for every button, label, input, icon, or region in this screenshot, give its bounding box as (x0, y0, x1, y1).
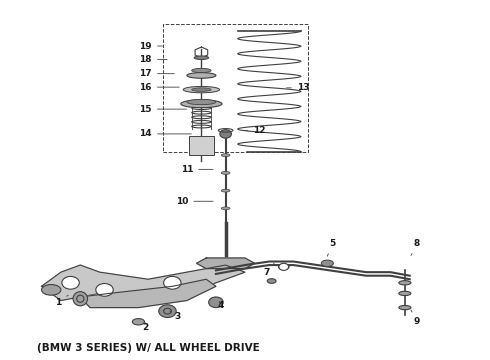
Text: 14: 14 (139, 130, 192, 139)
Ellipse shape (192, 88, 211, 91)
Text: 19: 19 (139, 41, 162, 50)
Polygon shape (80, 279, 216, 307)
Circle shape (164, 276, 181, 289)
Text: (BMW 3 SERIES) W/ ALL WHEEL DRIVE: (BMW 3 SERIES) W/ ALL WHEEL DRIVE (37, 343, 260, 354)
Text: 11: 11 (181, 165, 213, 174)
Text: 8: 8 (411, 239, 420, 256)
Text: 2: 2 (143, 323, 149, 332)
Text: 7: 7 (264, 263, 274, 276)
Text: 10: 10 (176, 197, 213, 206)
Text: 5: 5 (327, 239, 335, 256)
Ellipse shape (221, 189, 230, 192)
Ellipse shape (194, 56, 209, 59)
Circle shape (159, 305, 176, 318)
Text: 4: 4 (218, 301, 224, 310)
Ellipse shape (221, 154, 230, 157)
Ellipse shape (399, 306, 411, 310)
Text: 17: 17 (139, 69, 174, 78)
Ellipse shape (187, 99, 216, 105)
Ellipse shape (132, 319, 145, 325)
Circle shape (220, 130, 231, 138)
Text: 16: 16 (140, 83, 179, 92)
Ellipse shape (278, 264, 289, 270)
Polygon shape (42, 265, 245, 301)
Ellipse shape (192, 68, 211, 73)
Text: 18: 18 (140, 55, 167, 64)
Text: 3: 3 (170, 311, 180, 321)
Polygon shape (196, 258, 255, 269)
Ellipse shape (221, 171, 230, 174)
Ellipse shape (399, 281, 411, 285)
Text: 1: 1 (55, 295, 68, 307)
Ellipse shape (183, 86, 220, 93)
Circle shape (62, 276, 79, 289)
Ellipse shape (221, 207, 230, 210)
Text: 13: 13 (287, 84, 309, 93)
Ellipse shape (321, 260, 333, 266)
Ellipse shape (181, 100, 222, 108)
Ellipse shape (187, 73, 216, 78)
Circle shape (209, 297, 223, 307)
Text: 9: 9 (411, 310, 420, 326)
Text: 12: 12 (243, 126, 266, 135)
Ellipse shape (399, 291, 411, 296)
Ellipse shape (73, 292, 88, 306)
Circle shape (96, 283, 113, 296)
Bar (163, 24, 308, 152)
Bar (189, 136, 214, 155)
Ellipse shape (42, 284, 61, 295)
Circle shape (279, 263, 289, 270)
Ellipse shape (267, 279, 276, 283)
Text: 15: 15 (140, 105, 187, 114)
